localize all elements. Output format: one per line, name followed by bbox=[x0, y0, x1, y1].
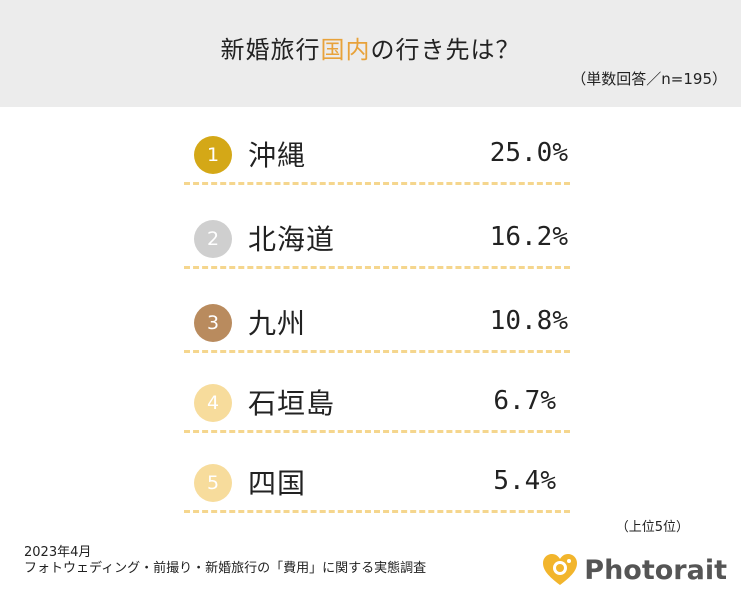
row-divider bbox=[184, 182, 570, 185]
row-divider bbox=[184, 430, 570, 433]
destination-label: 九州 bbox=[248, 307, 307, 340]
percent-value: 6.7% bbox=[493, 386, 556, 416]
ranking-row-1: 1 沖縄 25.0% bbox=[184, 128, 574, 188]
rank-badge: 5 bbox=[194, 464, 232, 502]
destination-label: 石垣島 bbox=[248, 387, 336, 420]
ranking-row-4: 4 石垣島 6.7% bbox=[184, 376, 574, 436]
response-subtitle: （単数回答／n=195） bbox=[571, 70, 727, 88]
survey-date: 2023年4月 bbox=[24, 545, 92, 560]
ranking-row-2: 2 北海道 16.2% bbox=[184, 212, 574, 272]
row-divider bbox=[184, 510, 570, 513]
percent-value: 16.2% bbox=[489, 222, 568, 252]
heart-camera-icon bbox=[543, 554, 578, 585]
ranking-row-5: 5 四国 5.4% bbox=[184, 456, 574, 516]
photorait-logo: Photorait bbox=[542, 552, 727, 588]
percent-value: 10.8% bbox=[489, 306, 568, 336]
rank-badge: 2 bbox=[194, 220, 232, 258]
logo-wordmark: Photorait bbox=[584, 554, 727, 586]
row-divider bbox=[184, 266, 570, 269]
rank-badge: 1 bbox=[194, 136, 232, 174]
page-title: 新婚旅行国内の行き先は？ bbox=[0, 30, 741, 65]
rank-badge: 3 bbox=[194, 304, 232, 342]
survey-title: フォトウェディング・前撮り・新婚旅行の「費用」に関する実態調査 bbox=[24, 561, 427, 576]
title-pre: 新婚旅行 bbox=[220, 36, 321, 64]
destination-label: 四国 bbox=[248, 467, 307, 500]
ranking-row-3: 3 九州 10.8% bbox=[184, 296, 574, 356]
header-band: 新婚旅行国内の行き先は？ （単数回答／n=195） bbox=[0, 0, 741, 107]
destination-label: 沖縄 bbox=[248, 139, 307, 172]
row-divider bbox=[184, 350, 570, 353]
top5-note: （上位5位） bbox=[615, 520, 689, 535]
title-post: の行き先は？ bbox=[370, 36, 521, 64]
percent-value: 5.4% bbox=[493, 466, 556, 496]
title-accent: 国内 bbox=[320, 36, 371, 64]
rank-badge: 4 bbox=[194, 384, 232, 422]
percent-value: 25.0% bbox=[489, 138, 568, 168]
destination-label: 北海道 bbox=[248, 223, 336, 256]
